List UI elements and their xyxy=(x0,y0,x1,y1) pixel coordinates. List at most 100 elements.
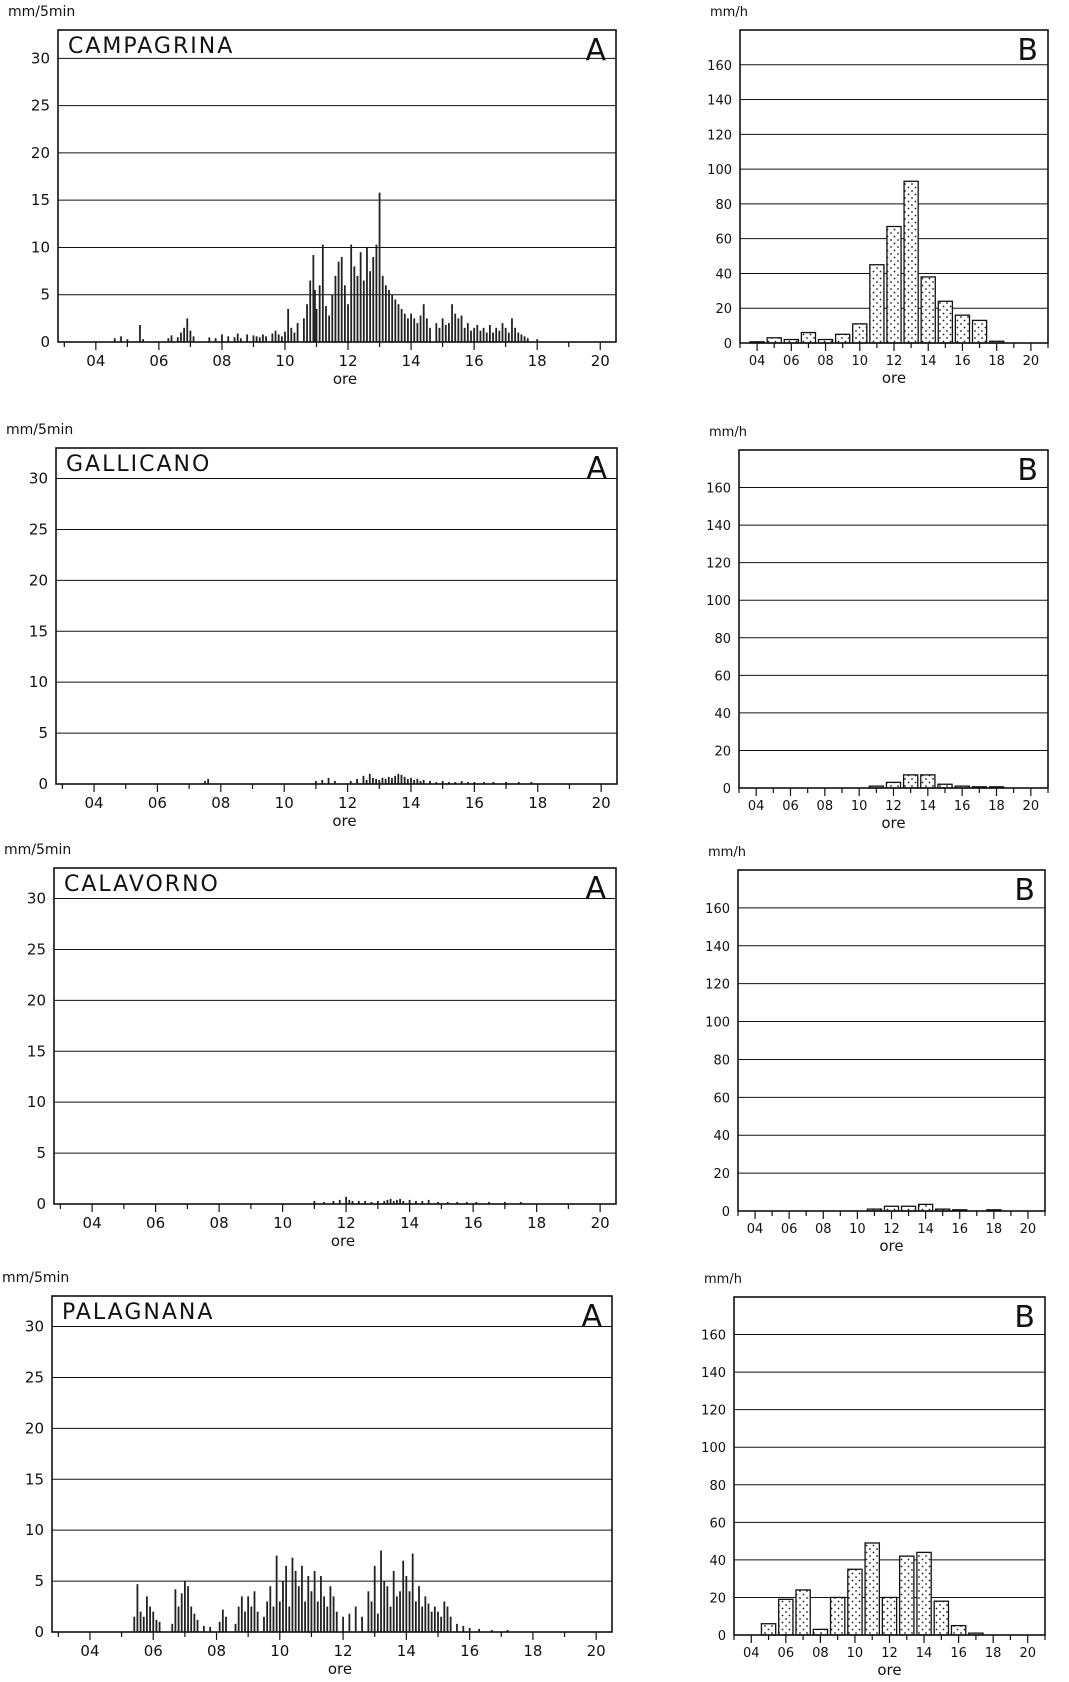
chart-gallicano-a-bar xyxy=(505,781,507,784)
chart-gallicano-a-ytick-0: 0 xyxy=(38,775,48,793)
chart-palagnana-a-bar xyxy=(301,1565,303,1632)
chart-campagrina-a-bar xyxy=(192,336,195,342)
chart-palagnana-a-xlabel: ore xyxy=(328,1660,352,1678)
chart-gallicano-a-bar xyxy=(372,777,374,784)
chart-campagrina-a-xtick-14: 14 xyxy=(402,352,421,370)
chart-calavorno-a-xtick-12: 12 xyxy=(337,1214,356,1232)
chart-palagnana-a-bar xyxy=(155,1619,158,1632)
chart-calavorno-a-station-name: CALAVORNO xyxy=(64,872,220,897)
chart-calavorno-a-panel-letter: A xyxy=(585,871,606,906)
chart-palagnana-a-bar xyxy=(402,1560,405,1632)
chart-campagrina-a-xtick-06: 06 xyxy=(149,352,168,370)
chart-campagrina-a-bar xyxy=(536,339,539,342)
chart-palagnana-a-bar xyxy=(392,1570,395,1632)
chart-campagrina-a-bar xyxy=(353,266,356,342)
chart-gallicano-a-xtick-20: 20 xyxy=(592,794,611,812)
chart-palagnana-a-bar xyxy=(320,1576,322,1632)
chart-campagrina-b-bar xyxy=(954,314,971,344)
chart-palagnana-a-bar xyxy=(427,1603,430,1632)
chart-palagnana-a-bar xyxy=(335,1611,338,1632)
chart-gallicano-a-bar xyxy=(441,780,444,784)
chart-palagnana-a-bar xyxy=(294,1570,297,1632)
chart-palagnana-a-ytick-20: 20 xyxy=(25,1419,44,1437)
chart-palagnana-a-bar xyxy=(430,1611,433,1632)
chart-gallicano-a-bar xyxy=(467,781,469,784)
chart-palagnana-a-xtick-20: 20 xyxy=(587,1642,606,1660)
chart-campagrina-a-bar xyxy=(520,334,523,342)
chart-campagrina-b-bar xyxy=(920,276,936,344)
chart-palagnana-a-xtick-08: 08 xyxy=(207,1642,226,1660)
chart-calavorno-a-bar xyxy=(345,1196,348,1204)
chart-campagrina-a-bar xyxy=(302,318,305,342)
chart-calavorno-b-xtick-20: 20 xyxy=(1020,1222,1037,1237)
chart-campagrina-a-bar xyxy=(356,275,359,342)
chart-campagrina-b-ytick-140: 140 xyxy=(707,94,732,109)
chart-campagrina-a-bar xyxy=(457,318,460,342)
chart-palagnana-a-bar xyxy=(342,1616,344,1632)
chart-gallicano-a-bar xyxy=(391,777,393,784)
chart-calavorno-b-bar xyxy=(986,1209,1002,1212)
chart-gallicano-a-xtick-16: 16 xyxy=(465,794,484,812)
chart-palagnana-b-bar xyxy=(950,1624,967,1636)
chart-palagnana-a-bar xyxy=(282,1581,284,1632)
chart-gallicano-a-bar xyxy=(473,781,476,784)
chart-campagrina-a-bar xyxy=(369,271,372,342)
chart-palagnana-b-xtick-18: 18 xyxy=(985,1646,1002,1661)
chart-gallicano-a-bar xyxy=(530,781,533,784)
chart-gallicano-a-bar xyxy=(314,780,317,784)
chart-campagrina-a-xtick-04: 04 xyxy=(86,352,105,370)
chart-calavorno-a-bar xyxy=(370,1201,373,1204)
chart-campagrina-a-bar xyxy=(384,285,387,342)
chart-palagnana-a-bar xyxy=(196,1619,199,1632)
chart-campagrina-a-ytick-15: 15 xyxy=(31,191,50,209)
chart-campagrina-a-bar xyxy=(413,318,416,342)
chart-palagnana-a-bar xyxy=(285,1565,288,1632)
chart-gallicano-a-ytick-15: 15 xyxy=(29,622,48,640)
chart-calavorno-b-unit: mm/h xyxy=(708,845,746,860)
chart-gallicano-a-bar xyxy=(381,777,384,784)
chart-palagnana-b-panel-letter: B xyxy=(1014,1300,1035,1335)
chart-gallicano-b-bar xyxy=(902,774,919,789)
chart-palagnana-a-bar xyxy=(297,1586,300,1632)
chart-calavorno-a-xtick-18: 18 xyxy=(527,1214,546,1232)
chart-palagnana-a-bar xyxy=(424,1596,427,1632)
chart-campagrina-a-bar xyxy=(113,338,116,342)
chart-palagnana-a-bar xyxy=(288,1606,291,1632)
chart-campagrina-a-bar xyxy=(504,327,507,342)
chart-campagrina-a-bar xyxy=(328,315,331,342)
chart-campagrina-a-bar xyxy=(139,324,141,342)
chart-palagnana-a-ytick-0: 0 xyxy=(34,1623,44,1641)
chart-calavorno-a-bar xyxy=(465,1201,468,1204)
chart-campagrina-a-bar xyxy=(325,306,327,342)
chart-palagnana-a-frame xyxy=(51,1295,613,1633)
chart-palagnana-b-bar xyxy=(778,1598,794,1636)
chart-gallicano-a-xlabel: ore xyxy=(332,812,356,830)
chart-campagrina-b-bar xyxy=(971,319,988,344)
chart-campagrina-a-bar xyxy=(252,335,255,342)
chart-campagrina-a-bar xyxy=(186,318,189,342)
chart-calavorno-b-bar xyxy=(866,1208,883,1212)
chart-campagrina-a-bar xyxy=(366,247,368,342)
chart-gallicano-a-bar xyxy=(368,773,371,784)
chart-campagrina-a-ytick-5: 5 xyxy=(40,286,50,304)
chart-campagrina-a-xtick-12: 12 xyxy=(338,352,357,370)
chart-palagnana-a-bar xyxy=(332,1596,335,1632)
chart-gallicano-a-bar xyxy=(416,778,419,784)
chart-campagrina-a-xlabel: ore xyxy=(333,370,357,388)
chart-gallicano-b-bar xyxy=(988,786,1005,789)
chart-palagnana-a-bar xyxy=(414,1601,417,1632)
chart-campagrina-a-bar xyxy=(495,327,498,342)
chart-calavorno-a-bar xyxy=(446,1201,449,1204)
chart-campagrina-a-bar xyxy=(337,261,340,342)
chart-calavorno-a-xlabel: ore xyxy=(331,1232,355,1250)
chart-palagnana-b-ytick-60: 60 xyxy=(709,1516,726,1531)
chart-campagrina-a-bar xyxy=(388,290,390,342)
chart-gallicano-a-xtick-06: 06 xyxy=(148,794,167,812)
chart-palagnana-a-bar xyxy=(253,1591,256,1632)
chart-calavorno-a-xtick-04: 04 xyxy=(83,1214,102,1232)
chart-campagrina-b-xtick-16: 16 xyxy=(954,354,971,369)
chart-gallicano-b-bar xyxy=(954,785,970,789)
chart-gallicano-b-bar xyxy=(868,785,885,789)
chart-gallicano-a-bar xyxy=(387,776,390,784)
